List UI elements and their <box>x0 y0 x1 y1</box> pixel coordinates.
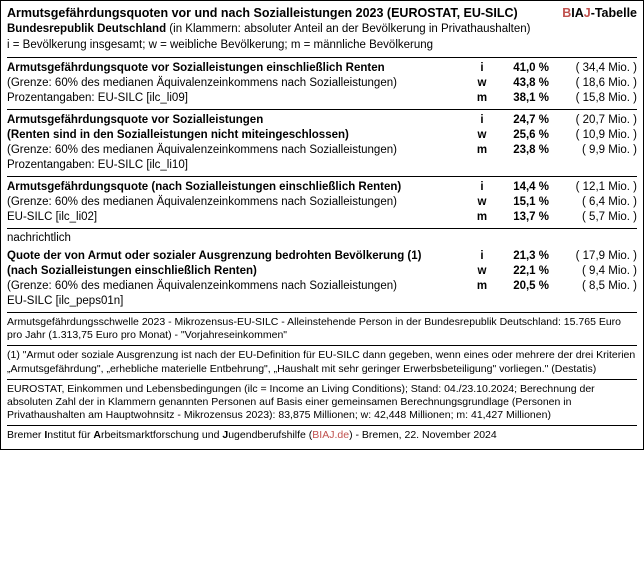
table-row: (Grenze: 60% des medianen Äquivalenzeink… <box>7 76 637 91</box>
row-letter: m <box>473 210 491 225</box>
legend: i = Bevölkerung insgesamt; w = weibliche… <box>7 38 637 53</box>
row-description: Quote der von Armut oder sozialer Ausgre… <box>7 249 473 264</box>
row-letter: i <box>473 249 491 264</box>
row-description: EU-SILC [ilc_peps01n] <box>7 294 473 309</box>
row-absolute: ( 8,5 Mio. ) <box>549 279 637 294</box>
table-row: EU-SILC [ilc_li02]m13,7 %( 5,7 Mio. ) <box>7 210 637 225</box>
blocks-container: Armutsgefährdungsquote vor Sozialleistun… <box>7 57 637 227</box>
footer: Bremer Institut für Arbeitsmarktforschun… <box>7 425 637 445</box>
data-block: Armutsgefährdungsquote (nach Sozialleist… <box>7 176 637 228</box>
data-block: Armutsgefährdungsquote vor Sozialleistun… <box>7 57 637 109</box>
table-row: Prozentangaben: EU-SILC [ilc_li09]m38,1 … <box>7 91 637 106</box>
row-letter: w <box>473 195 491 210</box>
row-description: (nach Sozialleistungen einschließlich Re… <box>7 264 473 279</box>
row-description: Armutsgefährdungsquote vor Sozialleistun… <box>7 61 473 76</box>
row-letter: m <box>473 279 491 294</box>
row-absolute: ( 5,7 Mio. ) <box>549 210 637 225</box>
row-letter: w <box>473 128 491 143</box>
row-description: (Grenze: 60% des medianen Äquivalenzeink… <box>7 279 473 294</box>
row-percent: 38,1 % <box>491 91 549 106</box>
row-absolute: ( 20,7 Mio. ) <box>549 113 637 128</box>
row-description: (Renten sind in den Sozialleistungen nic… <box>7 128 473 143</box>
row-absolute: ( 15,8 Mio. ) <box>549 91 637 106</box>
table-row: Armutsgefährdungsquote (nach Sozialleist… <box>7 180 637 195</box>
threshold-note: Armutsgefährdungsschwelle 2023 - Mikroze… <box>7 312 637 345</box>
definition-note: (1) "Armut oder soziale Ausgrenzung ist … <box>7 345 637 378</box>
row-absolute: ( 9,9 Mio. ) <box>549 143 637 158</box>
block4-container: Quote der von Armut oder sozialer Ausgre… <box>7 246 637 312</box>
table-row: (Grenze: 60% des medianen Äquivalenzeink… <box>7 279 637 294</box>
row-percent: 24,7 % <box>491 113 549 128</box>
row-letter: m <box>473 91 491 106</box>
biaj-link[interactable]: BIAJ.de <box>312 429 349 441</box>
row-percent: 43,8 % <box>491 76 549 91</box>
row-percent: 15,1 % <box>491 195 549 210</box>
nachrichtlich-label: nachrichtlich <box>7 228 637 247</box>
title-row: Armutsgefährdungsquoten vor und nach Soz… <box>7 5 637 21</box>
row-letter: w <box>473 76 491 91</box>
subtitle: Bundesrepublik Deutschland (in Klammern:… <box>7 22 637 37</box>
row-percent: 21,3 % <box>491 249 549 264</box>
row-absolute: ( 9,4 Mio. ) <box>549 264 637 279</box>
row-letter: i <box>473 180 491 195</box>
row-description: EU-SILC [ilc_li02] <box>7 210 473 225</box>
row-absolute: ( 6,4 Mio. ) <box>549 195 637 210</box>
row-absolute: ( 18,6 Mio. ) <box>549 76 637 91</box>
row-letter: i <box>473 113 491 128</box>
row-percent: 14,4 % <box>491 180 549 195</box>
biaj-label: BIAJ-Tabelle <box>562 5 637 21</box>
row-letter: w <box>473 264 491 279</box>
row-percent: 22,1 % <box>491 264 549 279</box>
row-absolute: ( 17,9 Mio. ) <box>549 249 637 264</box>
row-description: (Grenze: 60% des medianen Äquivalenzeink… <box>7 76 473 91</box>
table-row: Armutsgefährdungsquote vor Sozialleistun… <box>7 61 637 76</box>
row-description: Prozentangaben: EU-SILC [ilc_li09] <box>7 91 473 106</box>
table-row: Prozentangaben: EU-SILC [ilc_li10] <box>7 158 637 173</box>
row-description: Armutsgefährdungsquote vor Sozialleistun… <box>7 113 473 128</box>
row-description: (Grenze: 60% des medianen Äquivalenzeink… <box>7 143 473 158</box>
data-block: Quote der von Armut oder sozialer Ausgre… <box>7 246 637 312</box>
row-description: Armutsgefährdungsquote (nach Sozialleist… <box>7 180 473 195</box>
main-title: Armutsgefährdungsquoten vor und nach Soz… <box>7 5 518 21</box>
row-absolute: ( 10,9 Mio. ) <box>549 128 637 143</box>
table-row: EU-SILC [ilc_peps01n] <box>7 294 637 309</box>
row-absolute: ( 12,1 Mio. ) <box>549 180 637 195</box>
table-sheet: Armutsgefährdungsquoten vor und nach Soz… <box>0 0 644 450</box>
table-row: Armutsgefährdungsquote vor Sozialleistun… <box>7 113 637 128</box>
row-percent: 25,6 % <box>491 128 549 143</box>
source-note: EUROSTAT, Einkommen und Lebensbedingunge… <box>7 379 637 425</box>
row-letter: i <box>473 61 491 76</box>
data-block: Armutsgefährdungsquote vor Sozialleistun… <box>7 109 637 176</box>
row-description: Prozentangaben: EU-SILC [ilc_li10] <box>7 158 473 173</box>
row-percent: 23,8 % <box>491 143 549 158</box>
row-percent: 41,0 % <box>491 61 549 76</box>
table-row: Quote der von Armut oder sozialer Ausgre… <box>7 249 637 264</box>
table-row: (Grenze: 60% des medianen Äquivalenzeink… <box>7 143 637 158</box>
table-row: (Grenze: 60% des medianen Äquivalenzeink… <box>7 195 637 210</box>
table-row: (Renten sind in den Sozialleistungen nic… <box>7 128 637 143</box>
row-percent: 13,7 % <box>491 210 549 225</box>
row-description: (Grenze: 60% des medianen Äquivalenzeink… <box>7 195 473 210</box>
row-absolute: ( 34,4 Mio. ) <box>549 61 637 76</box>
row-percent: 20,5 % <box>491 279 549 294</box>
table-row: (nach Sozialleistungen einschließlich Re… <box>7 264 637 279</box>
row-letter: m <box>473 143 491 158</box>
